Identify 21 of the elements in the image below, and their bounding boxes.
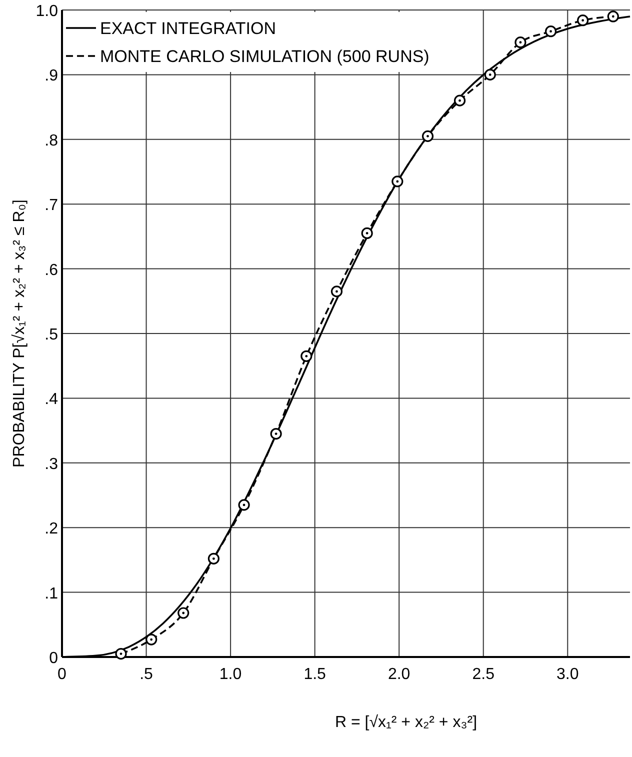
legend-label: MONTE CARLO SIMULATION (500 RUNS) (100, 47, 430, 66)
y-tick-label: 0 (49, 650, 58, 667)
y-tick-label: .8 (44, 132, 58, 150)
y-tick-label: .5 (44, 326, 58, 344)
legend-label: EXACT INTEGRATION (100, 19, 276, 38)
x-tick-label: 1.5 (304, 666, 326, 683)
x-axis-title: R = [√x₁² + x₂² + x₃²] (334, 714, 478, 731)
y-axis-title: PROBABILITY P[√x₁² + x₂² + x₃² ≤ R₀] (11, 200, 28, 468)
x-tick-label: .5 (140, 666, 154, 683)
y-tick-label: .6 (44, 262, 58, 279)
y-tick-label: .1 (44, 585, 58, 602)
y-tick-label: .4 (44, 391, 58, 408)
x-tick-label: 2.5 (472, 666, 495, 683)
y-tick-label: .3 (44, 456, 58, 473)
x-tick-label: 2.0 (388, 666, 410, 683)
y-tick-label: 1.0 (36, 3, 58, 20)
y-tick-label: .2 (44, 520, 58, 538)
x-tick-label: 3.0 (556, 666, 579, 683)
x-tick-label: 1.0 (219, 666, 242, 683)
y-tick-label: .9 (44, 68, 58, 85)
y-tick-label: .7 (44, 197, 58, 214)
